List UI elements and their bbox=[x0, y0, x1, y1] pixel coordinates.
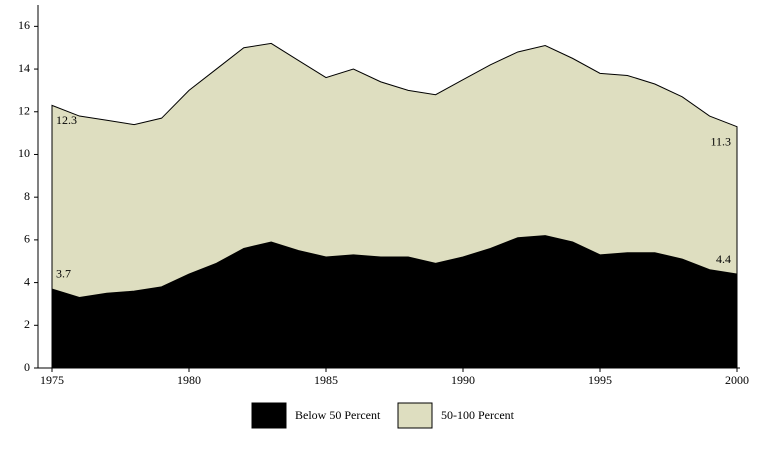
data-label: 4.4 bbox=[716, 252, 731, 266]
x-tick-label: 1990 bbox=[451, 373, 475, 387]
x-tick-label: 2000 bbox=[725, 373, 749, 387]
data-label: 11.3 bbox=[710, 134, 731, 148]
y-tick-label: 14 bbox=[18, 61, 30, 75]
y-tick-label: 2 bbox=[24, 317, 30, 331]
x-tick-label: 1995 bbox=[588, 373, 612, 387]
data-label: 12.3 bbox=[56, 113, 77, 127]
legend-label: Below 50 Percent bbox=[295, 408, 381, 422]
legend-swatch bbox=[251, 402, 287, 429]
x-tick-label: 1975 bbox=[40, 373, 64, 387]
x-tick-label: 1985 bbox=[314, 373, 338, 387]
y-tick-label: 4 bbox=[24, 274, 30, 288]
legend-label: 50-100 Percent bbox=[441, 408, 515, 422]
y-tick-label: 8 bbox=[24, 189, 30, 203]
y-tick-label: 0 bbox=[24, 360, 30, 374]
y-tick-label: 10 bbox=[18, 146, 30, 160]
legend-swatch bbox=[397, 402, 433, 429]
area bbox=[51, 235, 738, 369]
y-tick-label: 6 bbox=[24, 232, 30, 246]
x-tick-label: 1980 bbox=[177, 373, 201, 387]
y-tick-label: 16 bbox=[18, 18, 30, 32]
y-tick-label: 12 bbox=[18, 104, 30, 118]
data-label: 3.7 bbox=[56, 267, 71, 281]
